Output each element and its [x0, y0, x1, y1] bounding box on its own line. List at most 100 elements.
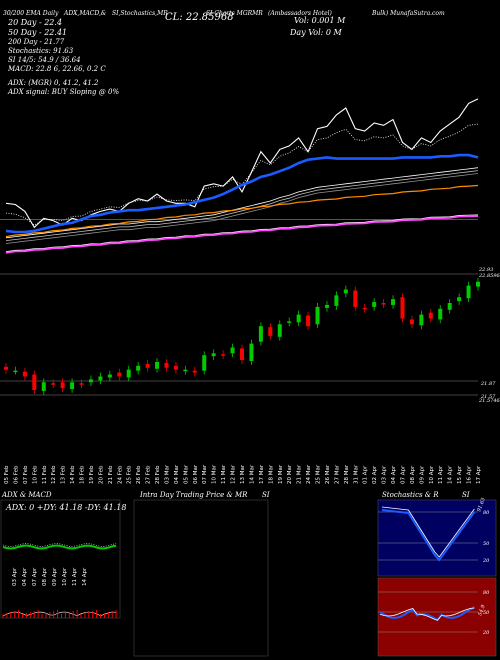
date-label: 25 Feb: [127, 465, 133, 484]
date-label: 07 Apr: [400, 465, 406, 484]
date-label: 01 Apr: [363, 465, 369, 484]
mrsi-level-label: 80: [483, 590, 490, 596]
date-label: 17 Apr: [476, 465, 482, 484]
ema200-line: [5, 184, 479, 238]
candle: [230, 347, 235, 354]
stoch-d-line: [381, 506, 475, 558]
ema100-line: [5, 173, 479, 244]
indicator-macd: MACD: 22.8 6, 22.66, 0.2 C: [8, 65, 106, 73]
candle: [4, 366, 8, 370]
date-label: 14 Feb: [70, 465, 76, 484]
candle: [306, 315, 311, 327]
candle: [343, 289, 348, 294]
adx-date-label: 10 Apr: [62, 567, 68, 586]
candle: [79, 383, 84, 385]
candle: [400, 297, 405, 319]
date-label: 10 Mar: [212, 464, 218, 484]
candle: [183, 369, 188, 372]
indicator-50-day: 50 Day - 22.41: [8, 28, 68, 37]
date-label: 24 Feb: [117, 465, 123, 484]
header-top-label-6: (Ambassadors Hotel): [268, 10, 332, 17]
price-scale-label: 21.87: [480, 381, 496, 387]
price-scale-label: 22.93: [478, 267, 493, 273]
date-label: 06 Mar: [193, 464, 199, 484]
day-vol: Day Vol: 0 M: [290, 28, 342, 37]
date-label: 26 Feb: [136, 465, 142, 484]
candle: [136, 365, 141, 371]
stoch-panel: [377, 499, 497, 577]
adx-panel: [0, 499, 121, 619]
adx-green-line: [2, 544, 117, 550]
indicator-20-day: 20 Day - 22.4: [8, 18, 63, 27]
adx-date-label: 03 Apr: [12, 567, 18, 586]
date-label: 02 Apr: [372, 465, 378, 484]
stoch-panel-suffix: SI: [462, 491, 470, 499]
candle: [88, 379, 93, 383]
adx-signal-line: ADX signal: BUY Sloping @ 0%: [8, 88, 120, 96]
date-label: 13 Mar: [240, 464, 246, 484]
date-label: 18 Feb: [80, 465, 86, 484]
date-label: 26 Mar: [325, 464, 331, 484]
candle: [211, 353, 216, 357]
date-label: 20 Mar: [287, 464, 293, 484]
candle: [428, 312, 433, 319]
intra-panel: [133, 499, 269, 657]
date-label: 11 Apr: [438, 465, 444, 484]
candle: [476, 281, 480, 287]
candle: [221, 354, 226, 356]
date-label: 28 Mar: [344, 464, 350, 484]
candle: [202, 355, 207, 371]
date-label: 03 Mar: [164, 464, 170, 484]
candle: [51, 383, 56, 385]
candle: [107, 374, 112, 378]
date-label: 08 Apr: [410, 465, 416, 484]
stoch-panel-title: Stochastics & R: [382, 491, 439, 499]
candle: [409, 319, 414, 325]
candle: [41, 382, 46, 391]
mrsi-level-label: 50: [483, 610, 490, 616]
date-label: 28 Feb: [155, 465, 161, 484]
date-label: 07 Feb: [23, 465, 29, 484]
date-label: 31 Mar: [353, 464, 359, 484]
candle: [353, 290, 358, 307]
adx-date-label: 11 Apr: [72, 567, 78, 586]
date-label: 04 Mar: [174, 464, 180, 484]
adx-readout: ADX: 0 +DY: 41.18 -DY: 41.18: [6, 503, 127, 512]
candle: [457, 297, 462, 302]
date-label: 19 Mar: [278, 464, 284, 484]
ema50-line-b: [5, 170, 479, 241]
ma-line-a: [5, 215, 479, 254]
indicator-200-day: 200 Day - 21.77: [8, 38, 65, 46]
date-label: 27 Feb: [146, 465, 152, 484]
stoch-level-label: 50: [483, 541, 490, 547]
date-label: 10 Apr: [429, 465, 435, 484]
header-top-label-7: Bulk) MunafaSutra.com: [372, 10, 445, 17]
date-label: 07 Mar: [202, 464, 208, 484]
candle: [287, 321, 292, 323]
date-label: 21 Mar: [297, 464, 303, 484]
candle: [334, 295, 339, 306]
candle: [315, 306, 320, 325]
indicator-si: SI 14/5: 54.9 / 36.64: [8, 56, 81, 64]
candle: [419, 314, 424, 326]
date-label: 25 Mar: [316, 464, 322, 484]
candle: [277, 324, 282, 337]
date-label: 14 Mar: [249, 464, 255, 484]
price-scale-label: 21.57466: [478, 398, 500, 404]
ema20-line: [5, 153, 479, 234]
adx-date-label: 14 Apr: [82, 567, 88, 586]
adx-date-label: 04 Apr: [22, 567, 28, 586]
candle: [173, 365, 178, 370]
date-label: 12 Feb: [51, 465, 57, 484]
date-label: 13 Feb: [61, 465, 67, 484]
candle: [372, 302, 377, 307]
date-label: 19 Feb: [89, 465, 95, 484]
candle: [240, 348, 244, 361]
cl-label: CL: 22.85968: [165, 12, 234, 23]
candle: [164, 362, 169, 368]
ema50-line-a: [5, 167, 479, 239]
candle: [296, 314, 301, 323]
candle: [249, 343, 254, 362]
date-label: 04 Apr: [391, 465, 397, 484]
